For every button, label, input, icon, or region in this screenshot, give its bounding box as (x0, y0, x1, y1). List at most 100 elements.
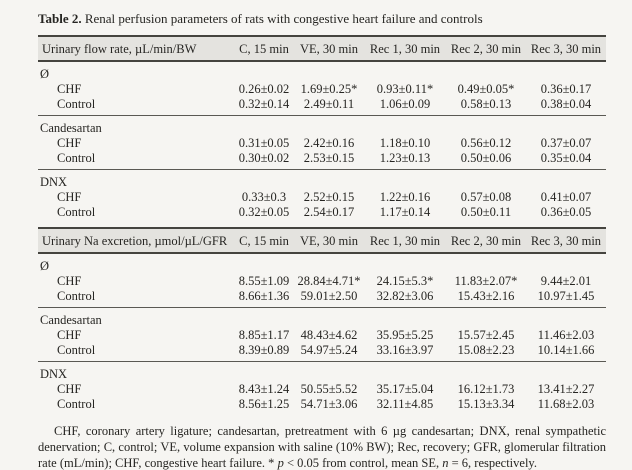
footnote-segment: = 6, respectively. (448, 456, 537, 470)
section-label: DNX (40, 175, 68, 189)
value-cell: 54.97±5.24 (300, 342, 358, 357)
table-caption-number: Table 2. (38, 11, 82, 26)
value-cell: 13.41±2.27 (537, 382, 595, 396)
value-cell: 48.43±4.62 (300, 328, 358, 342)
value-cell: 0.35±0.04 (540, 150, 592, 165)
table-section: Ø CHF 8.55±1.09 28.84±4.71* 24.15±5.3* 11.83±… (38, 253, 606, 308)
value-cell: 0.58±0.13 (460, 96, 512, 111)
value-cell: 35.95±5.25 (376, 328, 434, 342)
section-label: Ø (40, 259, 50, 273)
value-cell: 16.12±1.73 (457, 382, 515, 396)
value-cell: 2.52±0.15 (303, 190, 355, 204)
row-label: Control (57, 150, 96, 165)
value-cell: 0.30±0.02 (238, 150, 290, 165)
value-cell: 0.33±0.3 (241, 190, 287, 204)
value-cell: 0.36±0.17 (540, 82, 592, 96)
table-row: Control 8.66±1.36 59.01±2.50 32.82±3.06 15.4… (38, 289, 606, 308)
value-cell: 1.06±0.09 (379, 96, 431, 111)
table-row: Control 0.32±0.14 2.49±0.11 1.06±0.09 0.58±0… (38, 97, 606, 116)
value-cell: 8.55±1.09 (238, 274, 290, 288)
table-section: Candesartan CHF 0.31±0.05 2.42±0.16 1.18±0.1… (38, 115, 606, 170)
value-cell: 0.31±0.05 (238, 136, 290, 150)
value-cell: 8.66±1.36 (238, 288, 290, 303)
value-cell: 2.42±0.16 (303, 136, 355, 150)
section-label-row: Candesartan (38, 308, 606, 329)
footnote-text: CHF, coronary artery ligature; candesart… (38, 423, 606, 470)
value-cell: 9.44±2.01 (540, 274, 592, 288)
table-section: DNX CHF 8.43±1.24 50.55±5.52 35.17±5.04 16.12… (38, 361, 606, 416)
value-cell: 33.16±3.97 (376, 342, 434, 357)
value-cell: 24.15±5.3* (376, 274, 434, 288)
value-cell: 15.57±2.45 (457, 328, 515, 342)
value-cell: 0.41±0.07 (540, 190, 592, 204)
value-cell: 0.38±0.04 (540, 96, 592, 111)
urinary-na-excretion-table: Urinary Na excretion, µmol/µL/GFR C, 15 m… (38, 227, 606, 415)
value-cell: 0.49±0.05* (457, 82, 515, 96)
footnote-italic-segment: p (277, 456, 284, 470)
row-label: CHF (57, 328, 82, 342)
value-cell: 32.11±4.85 (376, 396, 434, 411)
row-label: Control (57, 96, 96, 111)
value-cell: 0.32±0.05 (238, 204, 290, 219)
section-label-row: Ø (38, 61, 606, 82)
value-cell: 11.46±2.03 (537, 328, 595, 342)
section-label: DNX (40, 367, 68, 381)
value-cell: 1.17±0.14 (379, 204, 431, 219)
column-header: Rec 3, 30 min (526, 228, 606, 254)
value-cell: 0.56±0.12 (460, 136, 512, 150)
column-header: C, 15 min (234, 228, 294, 254)
value-cell: 2.53±0.15 (303, 150, 355, 165)
column-header: C, 15 min (234, 36, 294, 62)
value-cell: 1.22±0.16 (379, 190, 431, 204)
table-row: Control 8.39±0.89 54.97±5.24 33.16±3.97 15.0… (38, 343, 606, 362)
value-cell: 0.36±0.05 (540, 204, 592, 219)
value-cell: 8.56±1.25 (238, 396, 290, 411)
value-cell: 0.26±0.02 (238, 82, 290, 96)
value-cell: 1.69±0.25* (300, 82, 358, 96)
table-caption-text: Renal perfusion parameters of rats with … (81, 11, 483, 26)
value-cell: 0.32±0.14 (238, 96, 290, 111)
value-cell: 0.93±0.11* (376, 82, 434, 96)
section-label: Candesartan (40, 313, 102, 327)
section-label: Candesartan (40, 121, 102, 135)
value-cell: 2.54±0.17 (303, 204, 355, 219)
parameter-header: Urinary flow rate, µL/min/BW (38, 36, 234, 62)
row-label: Control (57, 342, 96, 357)
value-cell: 8.85±1.17 (238, 328, 290, 342)
section-label: Ø (40, 67, 50, 81)
table-row: CHF 0.31±0.05 2.42±0.16 1.18±0.10 0.56±0.12 0… (38, 136, 606, 151)
row-label: CHF (57, 274, 82, 288)
table-row: Control 0.30±0.02 2.53±0.15 1.23±0.13 0.50±0… (38, 151, 606, 170)
column-header: VE, 30 min (294, 228, 364, 254)
value-cell: 11.83±2.07* (454, 274, 518, 288)
value-cell: 1.18±0.10 (379, 136, 431, 150)
value-cell: 15.43±2.16 (457, 288, 515, 303)
value-cell: 0.57±0.08 (460, 190, 512, 204)
value-cell: 15.08±2.23 (457, 342, 515, 357)
value-cell: 11.68±2.03 (537, 396, 595, 411)
table-row: CHF 0.26±0.02 1.69±0.25* 0.93±0.11* 0.49±0.0… (38, 82, 606, 97)
value-cell: 59.01±2.50 (300, 288, 358, 303)
row-label: CHF (57, 190, 82, 204)
row-label: Control (57, 288, 96, 303)
value-cell: 0.37±0.07 (540, 136, 592, 150)
value-cell: 8.39±0.89 (238, 342, 290, 357)
value-cell: 0.50±0.11 (460, 204, 512, 219)
column-header: Rec 2, 30 min (446, 36, 526, 62)
table-section: DNX CHF 0.33±0.3 2.52±0.15 1.22±0.16 0.57±0.0… (38, 169, 606, 224)
value-cell: 54.71±3.06 (300, 396, 358, 411)
section-label-row: DNX (38, 170, 606, 191)
row-label: CHF (57, 382, 82, 396)
value-cell: 35.17±5.04 (376, 382, 434, 396)
footnote-segment: CHF, coronary artery ligature; candesart… (38, 424, 606, 470)
table-row: Control 0.32±0.05 2.54±0.17 1.17±0.14 0.50±0… (38, 205, 606, 224)
urinary-flow-rate-table: Urinary flow rate, µL/min/BW C, 15 min VE,… (38, 35, 606, 223)
column-header: Rec 1, 30 min (364, 228, 446, 254)
row-label: Control (57, 204, 96, 219)
value-cell: 10.14±1.66 (537, 342, 595, 357)
row-label: CHF (57, 136, 82, 150)
value-cell: 1.23±0.13 (379, 150, 431, 165)
value-cell: 28.84±4.71* (297, 274, 361, 288)
table-row: Control 8.56±1.25 54.71±3.06 32.11±4.85 15.1… (38, 397, 606, 416)
value-cell: 32.82±3.06 (376, 288, 434, 303)
